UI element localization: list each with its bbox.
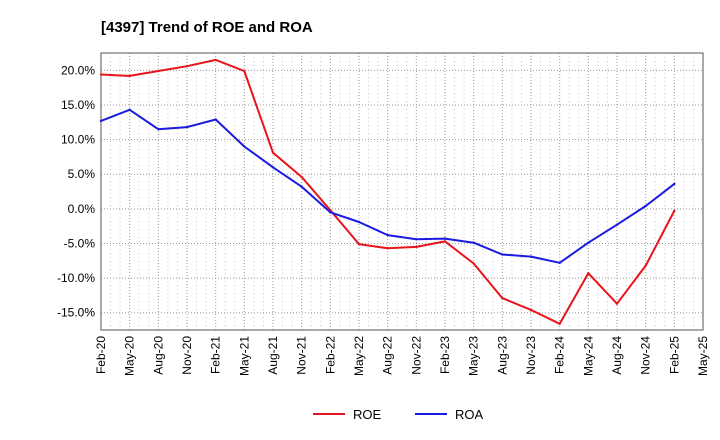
x-tick-label: May-25 [696, 336, 710, 376]
data-point-roa [386, 233, 389, 237]
y-tick-label: 20.0% [61, 63, 95, 77]
plot-frame [100, 52, 704, 331]
data-point-roa [644, 204, 647, 208]
data-point-roa [99, 119, 103, 123]
data-point-roa [501, 253, 504, 256]
data-point-roa [472, 241, 475, 244]
data-point-roe [587, 272, 590, 275]
data-point-roa [673, 182, 676, 186]
data-point-roa [357, 220, 361, 224]
data-point-roe [128, 74, 131, 78]
x-tick-label: Aug-22 [381, 336, 395, 375]
data-point-roe [472, 262, 475, 265]
x-tick-label: Feb-20 [94, 336, 108, 374]
legend-label-roe: ROE [353, 407, 382, 422]
data-point-roe [300, 175, 303, 179]
data-point-roe [501, 296, 504, 300]
plot-background [101, 53, 703, 330]
x-tick-label: Aug-20 [151, 336, 165, 375]
data-point-roe [644, 264, 647, 267]
x-tick-label: May-21 [237, 336, 251, 376]
data-point-roe [271, 151, 275, 154]
x-tick-label: Feb-21 [209, 336, 223, 374]
data-point-roa [243, 145, 246, 148]
data-point-roa [214, 118, 217, 121]
plot-area: 20.0% 15.0% 10.0% 5.0% 0.0% -5.0% -10.0% -15.0%… [57, 52, 710, 376]
x-tick-label: Feb-22 [323, 336, 337, 374]
data-point-roe [415, 245, 418, 249]
data-point-roe [386, 247, 389, 250]
x-tick-label: Nov-22 [409, 336, 423, 375]
chart-title: [4397] Trend of ROE and ROA [101, 19, 313, 36]
x-tick-label: May-20 [123, 336, 137, 376]
data-point-roa [529, 255, 533, 258]
x-tick-label: Aug-23 [495, 336, 509, 375]
data-point-roe [214, 58, 217, 62]
x-tick-label: Aug-21 [266, 336, 280, 375]
x-tick-label: Nov-23 [524, 336, 538, 375]
x-tick-label: Nov-24 [639, 336, 653, 375]
x-tick-label: May-22 [352, 336, 366, 376]
data-point-roa [185, 125, 189, 129]
y-tick-label: -5.0% [64, 236, 96, 250]
data-point-roa [157, 127, 160, 131]
x-tick-label: May-23 [467, 336, 481, 376]
data-point-roe [529, 308, 533, 312]
data-point-roe [243, 69, 246, 73]
x-tick-label: Nov-21 [295, 336, 309, 375]
legend: ROE ROA [313, 407, 484, 422]
data-point-roe [185, 64, 189, 68]
data-point-roe [99, 73, 103, 76]
data-point-roa [615, 223, 619, 226]
data-point-roe [615, 302, 619, 305]
y-tick-label: 15.0% [61, 98, 95, 112]
x-tick-label: Aug-24 [610, 336, 624, 375]
x-tick-label: Feb-23 [438, 336, 452, 374]
data-point-roa [329, 211, 332, 214]
data-point-roa [587, 241, 590, 244]
data-point-roe [558, 322, 561, 325]
data-point-roa [128, 108, 131, 111]
data-point-roe [357, 242, 361, 246]
data-point-roe [673, 209, 676, 213]
data-point-roa [271, 166, 275, 169]
y-tick-label: -10.0% [57, 271, 95, 285]
data-point-roa [558, 261, 561, 265]
y-tick-label: 10.0% [61, 133, 95, 147]
data-point-roe [443, 240, 447, 243]
y-tick-label: 5.0% [68, 167, 96, 181]
legend-label-roa: ROA [455, 407, 484, 422]
data-point-roa [443, 237, 447, 240]
x-tick-label: Feb-25 [667, 336, 681, 374]
x-tick-label: Feb-24 [553, 336, 567, 374]
data-point-roa [300, 185, 303, 188]
data-point-roa [415, 238, 418, 241]
y-tick-label: -15.0% [57, 306, 95, 320]
x-tick-label: May-24 [581, 336, 595, 376]
x-tick-label: Nov-20 [180, 336, 194, 375]
y-tick-label: 0.0% [68, 202, 96, 216]
data-point-roe [157, 69, 160, 73]
